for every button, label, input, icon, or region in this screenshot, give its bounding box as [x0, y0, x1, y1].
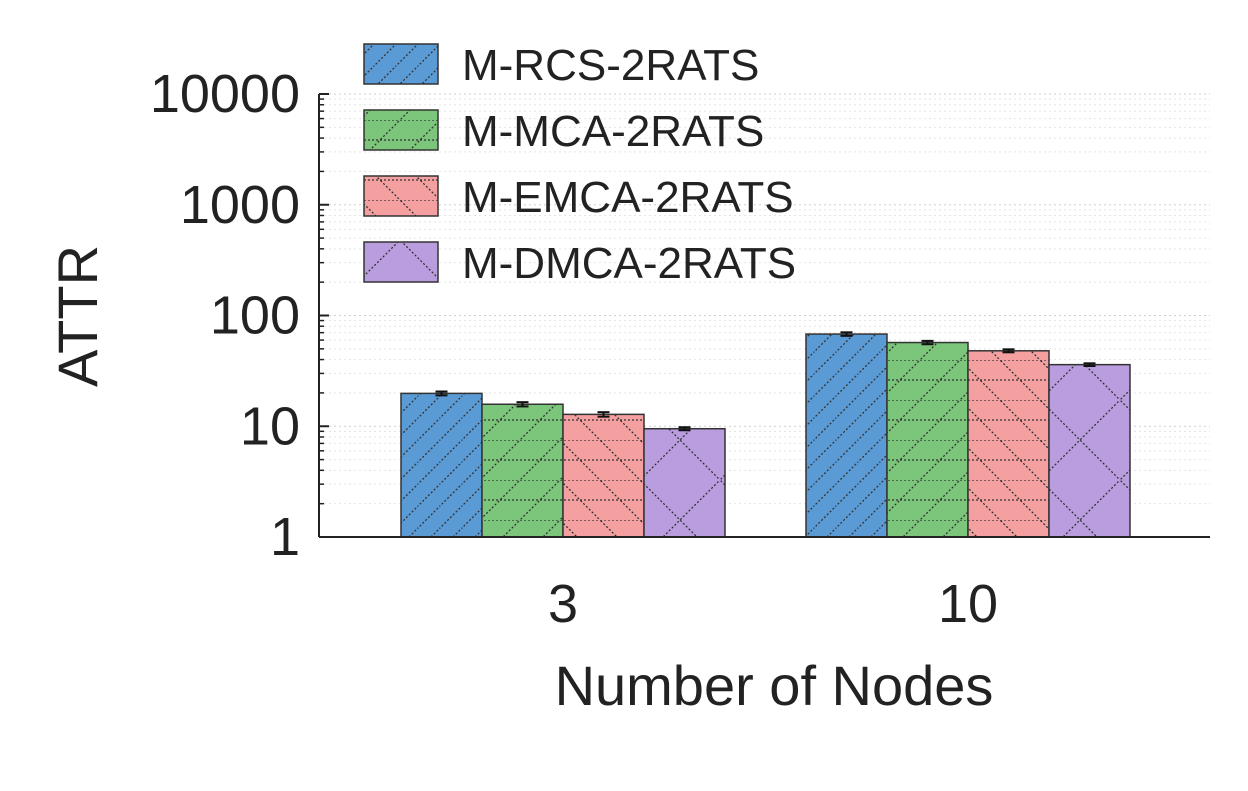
legend-swatch-hatch — [363, 241, 439, 283]
legend-label: M-DMCA-2RATS — [462, 239, 796, 288]
bar-hatch — [400, 392, 483, 538]
bar-hatch — [562, 413, 645, 538]
y-tick-label: 1000 — [180, 175, 300, 235]
legend-label: M-EMCA-2RATS — [462, 173, 794, 222]
bar-hatch — [1048, 363, 1131, 538]
bar-hatch — [967, 350, 1050, 538]
y-tick-label: 10000 — [150, 64, 300, 124]
legend-label: M-RCS-2RATS — [462, 41, 759, 90]
x-tick-label: 3 — [548, 574, 578, 634]
y-tick-label: 10 — [240, 396, 300, 456]
legend-swatch-hatch — [363, 43, 439, 85]
legend-label: M-MCA-2RATS — [462, 107, 764, 156]
legend: M-RCS-2RATS M-MCA-2RATS M-EMCA-2RATS M-DMCA… — [363, 41, 796, 288]
y-axis-label: ATTR — [46, 245, 109, 387]
x-tick-label: 10 — [938, 574, 998, 634]
y-ticks: 1 10 100 1000 10000 — [150, 64, 329, 567]
y-tick-label: 1 — [270, 507, 300, 567]
bar-hatch — [886, 341, 969, 538]
bar-hatch — [805, 333, 888, 538]
x-axis-label: Number of Nodes — [555, 654, 994, 717]
bar-hatch — [481, 403, 564, 538]
bar-hatch — [643, 427, 726, 538]
legend-swatch-hatch — [363, 175, 439, 217]
y-tick-label: 100 — [210, 286, 300, 346]
legend-swatch-hatch — [363, 109, 439, 151]
x-ticks: 3 10 — [548, 574, 998, 634]
grid — [319, 93, 1210, 538]
bars — [400, 331, 1131, 538]
